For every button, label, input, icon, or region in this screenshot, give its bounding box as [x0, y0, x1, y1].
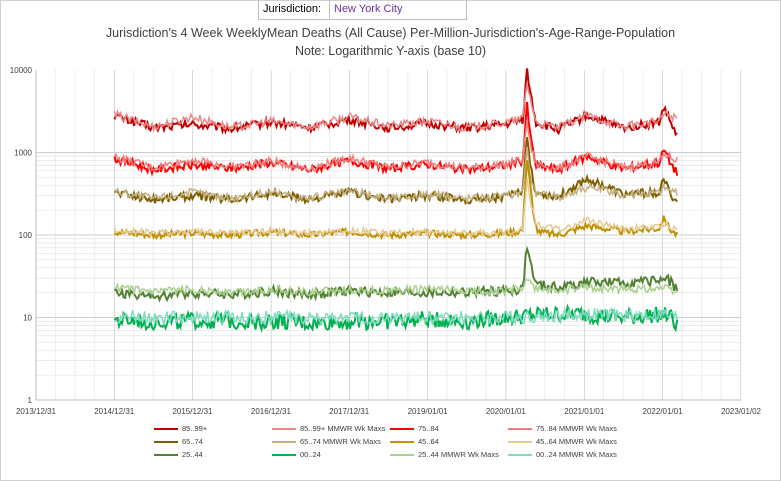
legend-swatch — [390, 441, 414, 443]
legend-item: 85..99+ MMWR Wk Maxs — [272, 424, 385, 433]
y-tick-label: 100 — [19, 231, 33, 240]
x-tick-label: 2020/01/01 — [486, 407, 527, 416]
y-tick-label: 10000 — [10, 66, 33, 75]
legend-item: 75..84 MMWR Wk Maxs — [508, 424, 617, 433]
legend-label: 85..99+ — [182, 424, 207, 433]
x-tick-label: 2022/01/01 — [643, 407, 684, 416]
legend-swatch — [154, 441, 178, 443]
legend-item: 65..74 MMWR Wk Maxs — [272, 437, 381, 446]
x-tick-label: 2015/12/31 — [172, 407, 213, 416]
legend-swatch — [508, 428, 532, 430]
y-tick-label: 1 — [28, 396, 33, 405]
legend-label: 75..84 — [418, 424, 439, 433]
legend-swatch — [390, 454, 414, 456]
series-line-2 — [115, 84, 678, 131]
legend-label: 00..24 MMWR Wk Maxs — [536, 450, 617, 459]
legend-swatch — [154, 454, 178, 456]
legend-label: 25..44 MMWR Wk Maxs — [418, 450, 499, 459]
x-tick-label: 2016/12/31 — [251, 407, 292, 416]
x-tick-label: 2014/12/31 — [94, 407, 135, 416]
legend-label: 65..74 MMWR Wk Maxs — [300, 437, 381, 446]
legend-swatch — [272, 441, 296, 443]
legend-label: 65..74 — [182, 437, 203, 446]
y-tick-label: 10 — [23, 314, 32, 323]
legend-item: 25..44 — [154, 450, 203, 459]
legend-swatch — [272, 428, 296, 430]
x-tick-label: 2019/01/01 — [408, 407, 449, 416]
legend-item: 65..74 — [154, 437, 203, 446]
x-axis-labels: 2013/12/31 2014/12/31 2015/12/31 2016/12/31… — [16, 407, 762, 416]
y-axis-labels: 1 10 100 1000 10000 — [10, 66, 33, 405]
x-tick-label: 2021/01/01 — [564, 407, 605, 416]
series-lines — [115, 68, 678, 329]
legend-item: 25..44 MMWR Wk Maxs — [390, 450, 499, 459]
legend-item: 75..84 — [390, 424, 439, 433]
legend-item: 00..24 — [272, 450, 321, 459]
x-tick-label: 2023/01/02 — [721, 407, 762, 416]
legend-swatch — [390, 428, 414, 430]
legend-label: 45..64 — [418, 437, 439, 446]
legend-item: 00..24 MMWR Wk Maxs — [508, 450, 617, 459]
legend-label: 75..84 MMWR Wk Maxs — [536, 424, 617, 433]
y-tick-label: 1000 — [14, 149, 32, 158]
legend-swatch — [154, 428, 178, 430]
legend-swatch — [508, 441, 532, 443]
legend-label: 45..64 MMWR Wk Maxs — [536, 437, 617, 446]
legend-swatch — [508, 454, 532, 456]
legend-swatch — [272, 454, 296, 456]
legend-item: 45..64 MMWR Wk Maxs — [508, 437, 617, 446]
legend-label: 85..99+ MMWR Wk Maxs — [300, 424, 385, 433]
x-tick-label: 2013/12/31 — [16, 407, 57, 416]
legend-label: 00..24 — [300, 450, 321, 459]
series-line-3 — [115, 102, 678, 176]
legend-item: 45..64 — [390, 437, 439, 446]
legend-label: 25..44 — [182, 450, 203, 459]
legend-item: 85..99+ — [154, 424, 207, 433]
x-tick-label: 2017/12/31 — [329, 407, 370, 416]
